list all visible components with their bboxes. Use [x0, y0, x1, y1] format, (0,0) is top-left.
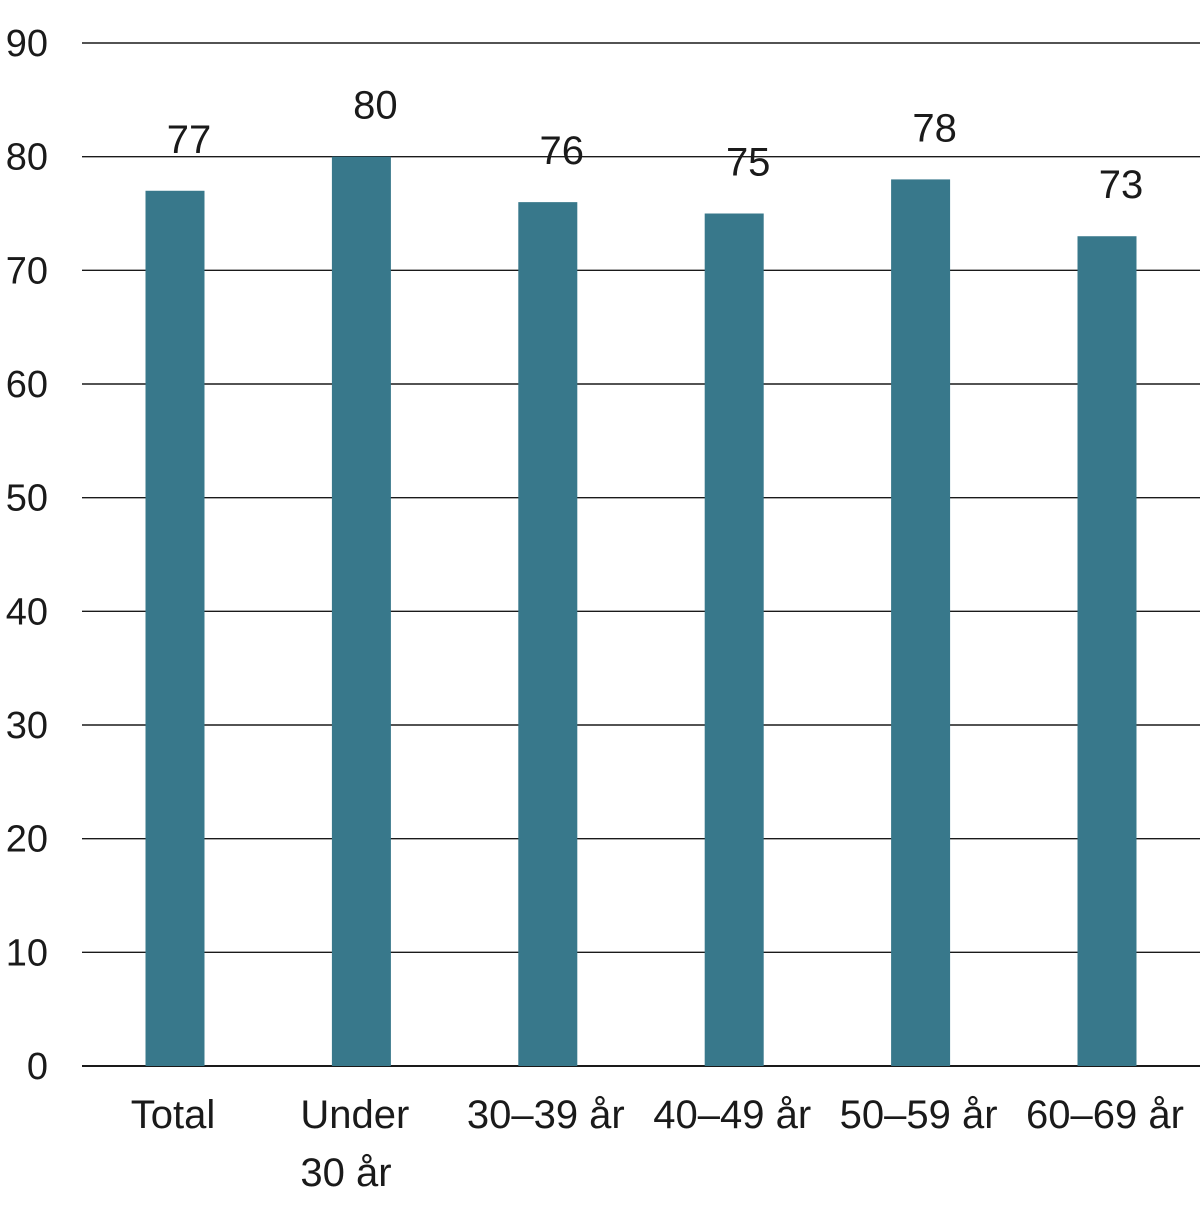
y-tick-label: 20: [6, 819, 48, 861]
category-label: 30 år: [300, 1151, 391, 1195]
data-label: 73: [1099, 163, 1144, 207]
data-label: 75: [726, 141, 771, 185]
category-label: 40–49 år: [653, 1093, 811, 1137]
y-tick-label: 10: [6, 932, 48, 974]
bars: [145, 156, 1137, 1067]
bar: [1077, 236, 1137, 1066]
y-tick-label: 90: [6, 23, 48, 65]
bar: [145, 190, 205, 1066]
gridlines: [82, 42, 1200, 1067]
y-axis-tick-labels: 0 10 20 30 40 50 60 70 80 90: [6, 23, 48, 1088]
y-tick-label: 50: [6, 478, 48, 520]
bar: [704, 213, 764, 1066]
bar: [331, 156, 391, 1066]
y-tick-label: 40: [6, 591, 48, 633]
y-tick-label: 70: [6, 250, 48, 292]
y-tick-label: 80: [6, 137, 48, 179]
bar: [518, 202, 578, 1067]
category-label: Under: [300, 1093, 409, 1137]
y-tick-label: 60: [6, 364, 48, 406]
x-axis-category-labels: Total Under 30 år 30–39 år 40–49 år 50–59 år 6…: [131, 1093, 1184, 1195]
category-label: Total: [131, 1093, 216, 1137]
data-label: 76: [540, 129, 585, 173]
data-labels: 77 80 76 75 78 73: [167, 84, 1144, 208]
category-label: 50–59 år: [840, 1093, 998, 1137]
category-label: 30–39 år: [467, 1093, 625, 1137]
y-tick-label: 0: [27, 1046, 48, 1088]
data-label: 78: [912, 106, 957, 150]
bar: [891, 179, 951, 1066]
y-tick-label: 30: [6, 705, 48, 747]
data-label: 77: [167, 118, 212, 162]
data-label: 80: [353, 84, 398, 128]
category-label: 60–69 år: [1026, 1093, 1184, 1137]
